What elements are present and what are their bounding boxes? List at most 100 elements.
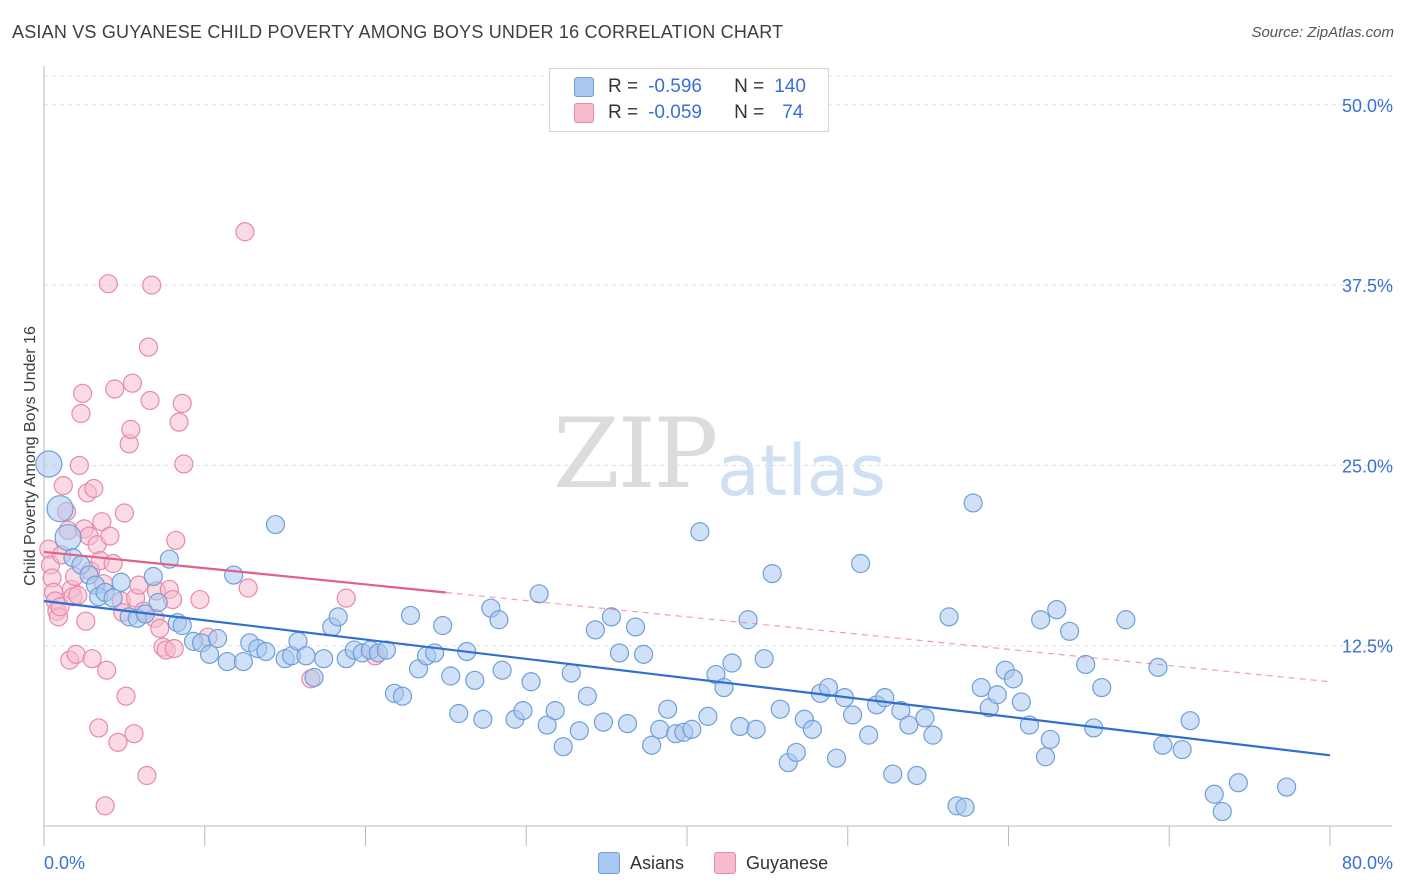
point-guyanese xyxy=(174,454,194,474)
point-asians xyxy=(314,649,334,669)
legend-r-value: -0.059 xyxy=(648,102,702,123)
point-asians xyxy=(722,653,742,673)
point-asians xyxy=(473,709,493,729)
point-asians xyxy=(537,715,557,735)
bottom-legend-label-asians: Asians xyxy=(630,852,685,873)
point-asians xyxy=(1276,777,1297,797)
point-asians xyxy=(1116,610,1136,630)
point-asians xyxy=(1003,669,1023,689)
trendline-asians xyxy=(43,599,1331,757)
point-asians xyxy=(217,651,237,672)
point-guyanese xyxy=(238,578,258,598)
point-asians xyxy=(658,699,678,719)
point-asians xyxy=(553,737,573,757)
point-guyanese xyxy=(82,649,102,669)
point-guyanese xyxy=(121,419,141,439)
point-asians xyxy=(529,584,549,604)
point-asians xyxy=(148,592,168,613)
point-asians xyxy=(1076,654,1096,675)
point-asians xyxy=(730,716,750,737)
point-asians xyxy=(304,667,324,688)
point-guyanese xyxy=(68,585,88,605)
point-asians xyxy=(1228,773,1248,793)
point-guyanese xyxy=(84,478,104,499)
point-guyanese xyxy=(122,373,143,393)
point-asians xyxy=(265,514,286,535)
point-asians xyxy=(1092,677,1112,698)
point-asians xyxy=(851,553,871,574)
point-asians xyxy=(143,566,163,587)
point-asians xyxy=(561,663,581,683)
point-asians xyxy=(492,660,512,680)
point-asians xyxy=(738,610,758,630)
bottom-legend-label-guyanese: Guyanese xyxy=(746,852,829,873)
point-asians xyxy=(233,651,253,672)
point-asians xyxy=(199,644,220,664)
bottom-legend-swatch-asians xyxy=(598,852,620,874)
point-asians xyxy=(1148,657,1168,677)
point-guyanese xyxy=(166,530,186,551)
point-guyanese xyxy=(92,512,112,532)
legend-n-value: 74 xyxy=(782,102,804,123)
point-asians xyxy=(392,686,413,706)
legend-row-asians: R = -0.596 N = 140 xyxy=(574,75,806,99)
point-asians xyxy=(746,719,766,739)
point-asians xyxy=(899,715,919,735)
point-guyanese xyxy=(71,403,91,424)
legend-n-value: 140 xyxy=(774,76,806,97)
point-asians xyxy=(489,610,509,630)
point-asians xyxy=(883,764,903,784)
point-asians xyxy=(1172,739,1192,760)
point-asians xyxy=(987,685,1007,705)
point-asians xyxy=(224,565,244,585)
legend-n-label: N = xyxy=(734,102,765,123)
point-asians xyxy=(842,705,863,725)
point-guyanese xyxy=(95,796,115,816)
point-guyanese xyxy=(72,383,93,403)
point-asians xyxy=(1047,600,1067,620)
point-asians xyxy=(770,699,790,719)
bottom-legend-guyanese: Guyanese xyxy=(714,852,828,874)
point-asians xyxy=(1204,784,1224,804)
point-guyanese xyxy=(69,455,89,476)
legend-r-value: -0.596 xyxy=(648,76,702,97)
point-asians xyxy=(601,607,622,627)
point-guyanese xyxy=(172,393,192,414)
legend-box: R = -0.596 N = 140 R = -0.059 N = 74 xyxy=(549,68,829,132)
point-asians xyxy=(915,708,935,728)
point-guyanese xyxy=(138,337,159,357)
point-asians xyxy=(923,725,943,745)
point-asians xyxy=(1180,711,1200,731)
point-asians xyxy=(642,735,662,755)
point-asians xyxy=(617,713,638,734)
point-asians xyxy=(569,721,589,741)
point-asians xyxy=(939,607,959,627)
bottom-legend-asians: Asians xyxy=(598,852,684,874)
point-asians xyxy=(521,672,541,692)
point-asians xyxy=(891,701,911,721)
legend-r-label: R = xyxy=(608,102,639,123)
x-tick-label: 80.0% xyxy=(1342,853,1393,873)
point-guyanese xyxy=(116,686,136,706)
point-asians xyxy=(513,701,533,721)
point-asians xyxy=(449,703,469,724)
point-asians xyxy=(690,522,710,542)
y-tick-label: 25.0% xyxy=(1342,456,1393,476)
point-guyanese xyxy=(150,618,170,639)
point-asians xyxy=(465,670,485,690)
point-guyanese xyxy=(190,589,210,610)
point-guyanese xyxy=(169,412,189,432)
point-guyanese xyxy=(336,588,356,608)
x-tick-label: 0.0% xyxy=(44,853,85,873)
point-guyanese xyxy=(124,724,144,744)
point-asians xyxy=(328,607,348,627)
point-asians xyxy=(802,719,822,739)
point-asians xyxy=(609,643,630,663)
point-guyanese xyxy=(235,222,255,242)
point-asians xyxy=(35,450,63,478)
watermark-zip: ZIP xyxy=(553,398,718,510)
trendline-dashed-guyanese xyxy=(445,591,1331,683)
point-asians xyxy=(1059,621,1080,641)
point-asians xyxy=(208,628,228,649)
point-asians xyxy=(650,719,670,739)
